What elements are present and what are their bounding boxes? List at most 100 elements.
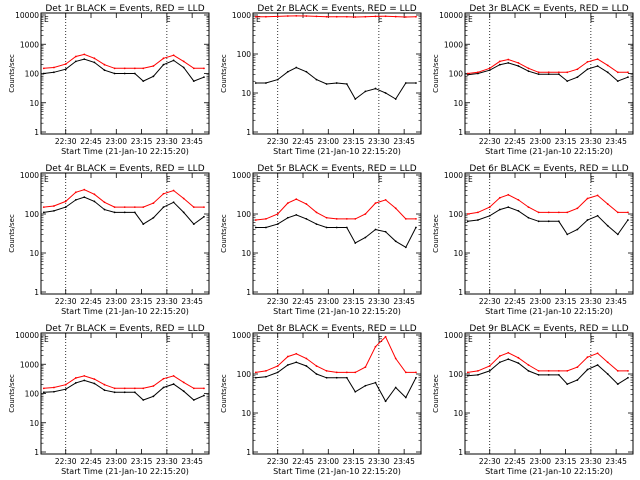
flag-marker: E [166,175,171,184]
data-point-events [203,215,205,218]
flag-marker: E [256,335,261,344]
series-line-events [255,361,417,403]
data-point-events [557,220,560,223]
data-point-lld [123,67,126,70]
panel-title: Det 3r BLACK = Events, RED = LLD [469,4,628,14]
data-point-lld [182,381,185,384]
data-point-lld [384,15,387,18]
y-axis-label: Counts/sec [432,214,440,253]
y-tick-label: 100 [25,390,40,399]
data-point-lld [527,67,530,70]
data-point-events [53,210,55,212]
y-axis-label: Counts/sec [432,54,440,93]
data-point-lld [557,370,560,372]
data-point-lld [254,15,257,18]
data-point-lld [276,213,279,215]
data-point-lld [345,217,348,220]
data-point-lld [305,357,308,360]
data-point-lld [74,55,77,58]
data-point-events [286,70,289,73]
y-tick-label: 10 [453,249,463,258]
data-point-lld [586,197,589,200]
y-tick-label: 10 [453,409,463,418]
data-point-events [182,390,185,393]
data-point-events [53,71,55,74]
data-point-lld [466,371,469,374]
data-point-events [123,72,126,75]
data-point-events [103,208,106,211]
y-axis-label: Counts/sec [220,214,228,253]
plot-frame [464,332,634,455]
data-point-events [182,211,185,214]
data-point-lld [404,16,407,18]
data-point-lld [557,71,560,74]
data-point-events [498,63,501,66]
data-point-lld [586,356,589,359]
data-point-lld [466,213,469,215]
data-point-events [315,78,318,81]
data-point-lld [142,206,145,209]
data-point-lld [172,54,175,57]
data-point-lld [192,206,195,209]
x-tick-label: 22:30 [55,137,77,146]
x-tick-label: 22:45 [504,457,526,466]
data-point-lld [566,370,569,372]
data-point-lld [547,71,550,74]
flag-marker: E [44,15,49,24]
data-point-events [182,66,185,69]
data-point-events [42,72,45,75]
panel-1: Det 1r BLACK = Events, RED = LLD Counts/s… [8,4,210,156]
y-tick-label: 100 [237,210,252,219]
data-point-lld [335,371,338,374]
data-point-lld [415,15,417,18]
series-line-lld [255,198,416,221]
data-point-events [566,383,569,386]
panel-title: Det 2r BLACK = Events, RED = LLD [257,4,416,14]
data-point-events [254,376,257,379]
data-point-lld [537,211,540,214]
panel-title: Det 8r BLACK = Events, RED = LLD [257,324,416,334]
data-point-lld [315,15,318,18]
series-line-lld [43,189,204,208]
flag-marker: E [468,335,473,344]
y-tick-label: 10 [453,99,463,108]
x-tick-label: 23:30 [368,457,390,466]
data-point-lld [305,15,308,17]
flag-marker: E [44,335,49,344]
data-point-events [74,60,77,63]
y-tick-label: 10 [29,249,39,258]
data-point-events [305,70,308,73]
data-point-events [42,211,45,214]
data-point-lld [162,377,165,380]
data-point-events [133,72,136,75]
data-point-events [203,394,205,397]
data-point-lld [576,366,579,369]
series-line-events [467,358,629,385]
data-point-lld [394,357,397,360]
plot-frame [252,12,422,135]
data-point-events [507,62,510,64]
y-tick-label: 100 [25,210,40,219]
x-tick-label: 22:30 [267,297,289,306]
data-point-lld [64,383,67,386]
data-point-events [537,220,540,223]
y-tick-label: 1 [246,448,251,457]
data-point-events [374,87,377,90]
data-point-lld [566,71,569,74]
data-point-events [123,391,126,394]
panel-title: Det 7r BLACK = Events, RED = LLD [45,324,204,334]
data-point-events [586,368,589,371]
data-point-events [606,224,609,227]
data-point-events [64,388,67,391]
data-point-lld [488,206,491,209]
data-point-lld [335,217,338,220]
series-line-events [43,196,205,225]
data-point-events [172,59,175,62]
y-axis-label: Counts/sec [432,374,440,413]
data-point-events [265,375,267,378]
data-point-events [477,219,479,221]
data-point-lld [162,57,165,60]
flag-marker: E [378,335,383,344]
data-point-lld [103,201,106,204]
data-point-lld [488,365,491,367]
